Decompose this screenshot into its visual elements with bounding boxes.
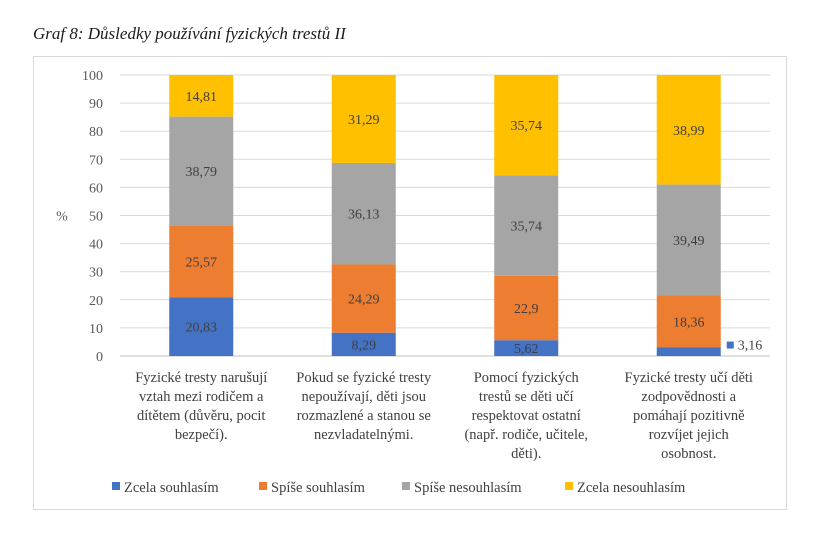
category-label: rozmazlené a stanou se	[297, 408, 431, 424]
bar-segment	[331, 264, 396, 333]
y-tick-label: 40	[89, 238, 103, 253]
bars	[169, 75, 721, 356]
category-label: děti).	[511, 446, 541, 462]
bar-segment	[494, 275, 559, 341]
data-label: 35,74	[511, 220, 543, 235]
y-tick-label: 90	[89, 97, 103, 112]
bar-segment	[656, 347, 721, 356]
bar-segment	[331, 332, 396, 356]
data-label: 36,13	[348, 208, 380, 223]
bar-segment	[331, 75, 396, 163]
data-label: 22,9	[514, 302, 539, 317]
category-labels: Fyzické tresty narušují vztah mezi rodiče…	[135, 370, 753, 462]
bar-segment	[169, 75, 234, 117]
legend-label: Spíše souhlasím	[271, 480, 366, 496]
bar-segment	[169, 297, 234, 356]
y-tick-label: 0	[96, 350, 103, 365]
data-labels: 20,83 25,57 38,79 14,81 8,29 24,29 36,13 31,29 5…	[186, 90, 763, 357]
category-label: respektovat ostatní	[472, 408, 581, 424]
category-label: Fyzické tresty narušují	[135, 370, 267, 386]
y-tick-label: 50	[89, 210, 103, 225]
legend: Zcela souhlasím Spíše souhlasím Spíše neso…	[112, 480, 686, 496]
bar-segment	[656, 295, 721, 348]
chart-caption: Graf 8: Důsledky používání fyzických tre…	[33, 24, 346, 43]
bar-segment	[494, 75, 559, 176]
category-label: rozvíjet jejich	[649, 427, 730, 443]
y-tick-label: 10	[89, 322, 103, 337]
category-label: nezvladatelnými.	[314, 427, 413, 443]
legend-label: Spíše nesouhlasím	[414, 480, 522, 496]
data-label: 14,81	[186, 90, 218, 105]
y-tick-label: 60	[89, 181, 103, 196]
category-label: trestů se děti učí	[479, 389, 574, 405]
bar-segment	[656, 184, 721, 296]
legend-swatch	[565, 482, 573, 490]
data-label: 24,29	[348, 293, 380, 308]
chart-frame	[33, 56, 787, 510]
bar-segment	[656, 75, 721, 185]
category-label: Pokud se fyzické tresty	[296, 370, 432, 386]
bar-segment	[169, 116, 234, 226]
data-label: 31,29	[348, 113, 380, 128]
bar-segment	[494, 175, 559, 276]
legend-label: Zcela souhlasím	[124, 480, 219, 496]
data-label: 35,74	[511, 119, 543, 134]
category-label: zodpovědnosti a	[641, 389, 736, 405]
data-label: 25,57	[186, 256, 218, 271]
legend-swatch	[402, 482, 410, 490]
category-label: nepoužívají, děti jsou	[302, 389, 426, 405]
data-label: 39,49	[673, 234, 705, 249]
category-label: osobnost.	[661, 446, 716, 462]
y-tick-label: 70	[89, 153, 103, 168]
y-tick-label: 20	[89, 294, 103, 309]
y-tick-label: 30	[89, 266, 103, 281]
data-label-marker	[726, 341, 734, 349]
data-label: 20,83	[186, 321, 218, 336]
category-label: Pomocí fyzických	[474, 370, 580, 386]
category-label: dítětem (důvěru, pocit	[137, 408, 265, 424]
legend-swatch	[259, 482, 267, 490]
data-label: 5,62	[514, 342, 539, 357]
data-label: 3,16	[738, 339, 763, 354]
data-label: 18,36	[673, 315, 705, 330]
category-label: Fyzické tresty učí děti	[625, 370, 753, 386]
category-label: vztah mezi rodičem a	[139, 389, 264, 405]
data-label: 38,79	[186, 165, 218, 180]
bar-segment	[494, 340, 559, 356]
legend-swatch	[112, 482, 120, 490]
category-label: pomáhají pozitivně	[633, 408, 745, 424]
category-label: bezpečí).	[175, 427, 228, 443]
legend-label: Zcela nesouhlasím	[577, 480, 686, 496]
bar-segment	[169, 225, 234, 298]
data-label: 38,99	[673, 124, 705, 139]
bar-segment	[331, 162, 396, 265]
category-label: (např. rodiče, učitele,	[464, 427, 588, 443]
y-axis-label: %	[56, 210, 68, 225]
data-label: 8,29	[352, 338, 377, 353]
y-axis: 0 10 20 30 40 50 60 70 80 90 100%	[56, 69, 103, 365]
y-tick-label: 100	[82, 69, 103, 84]
y-tick-label: 80	[89, 125, 103, 140]
